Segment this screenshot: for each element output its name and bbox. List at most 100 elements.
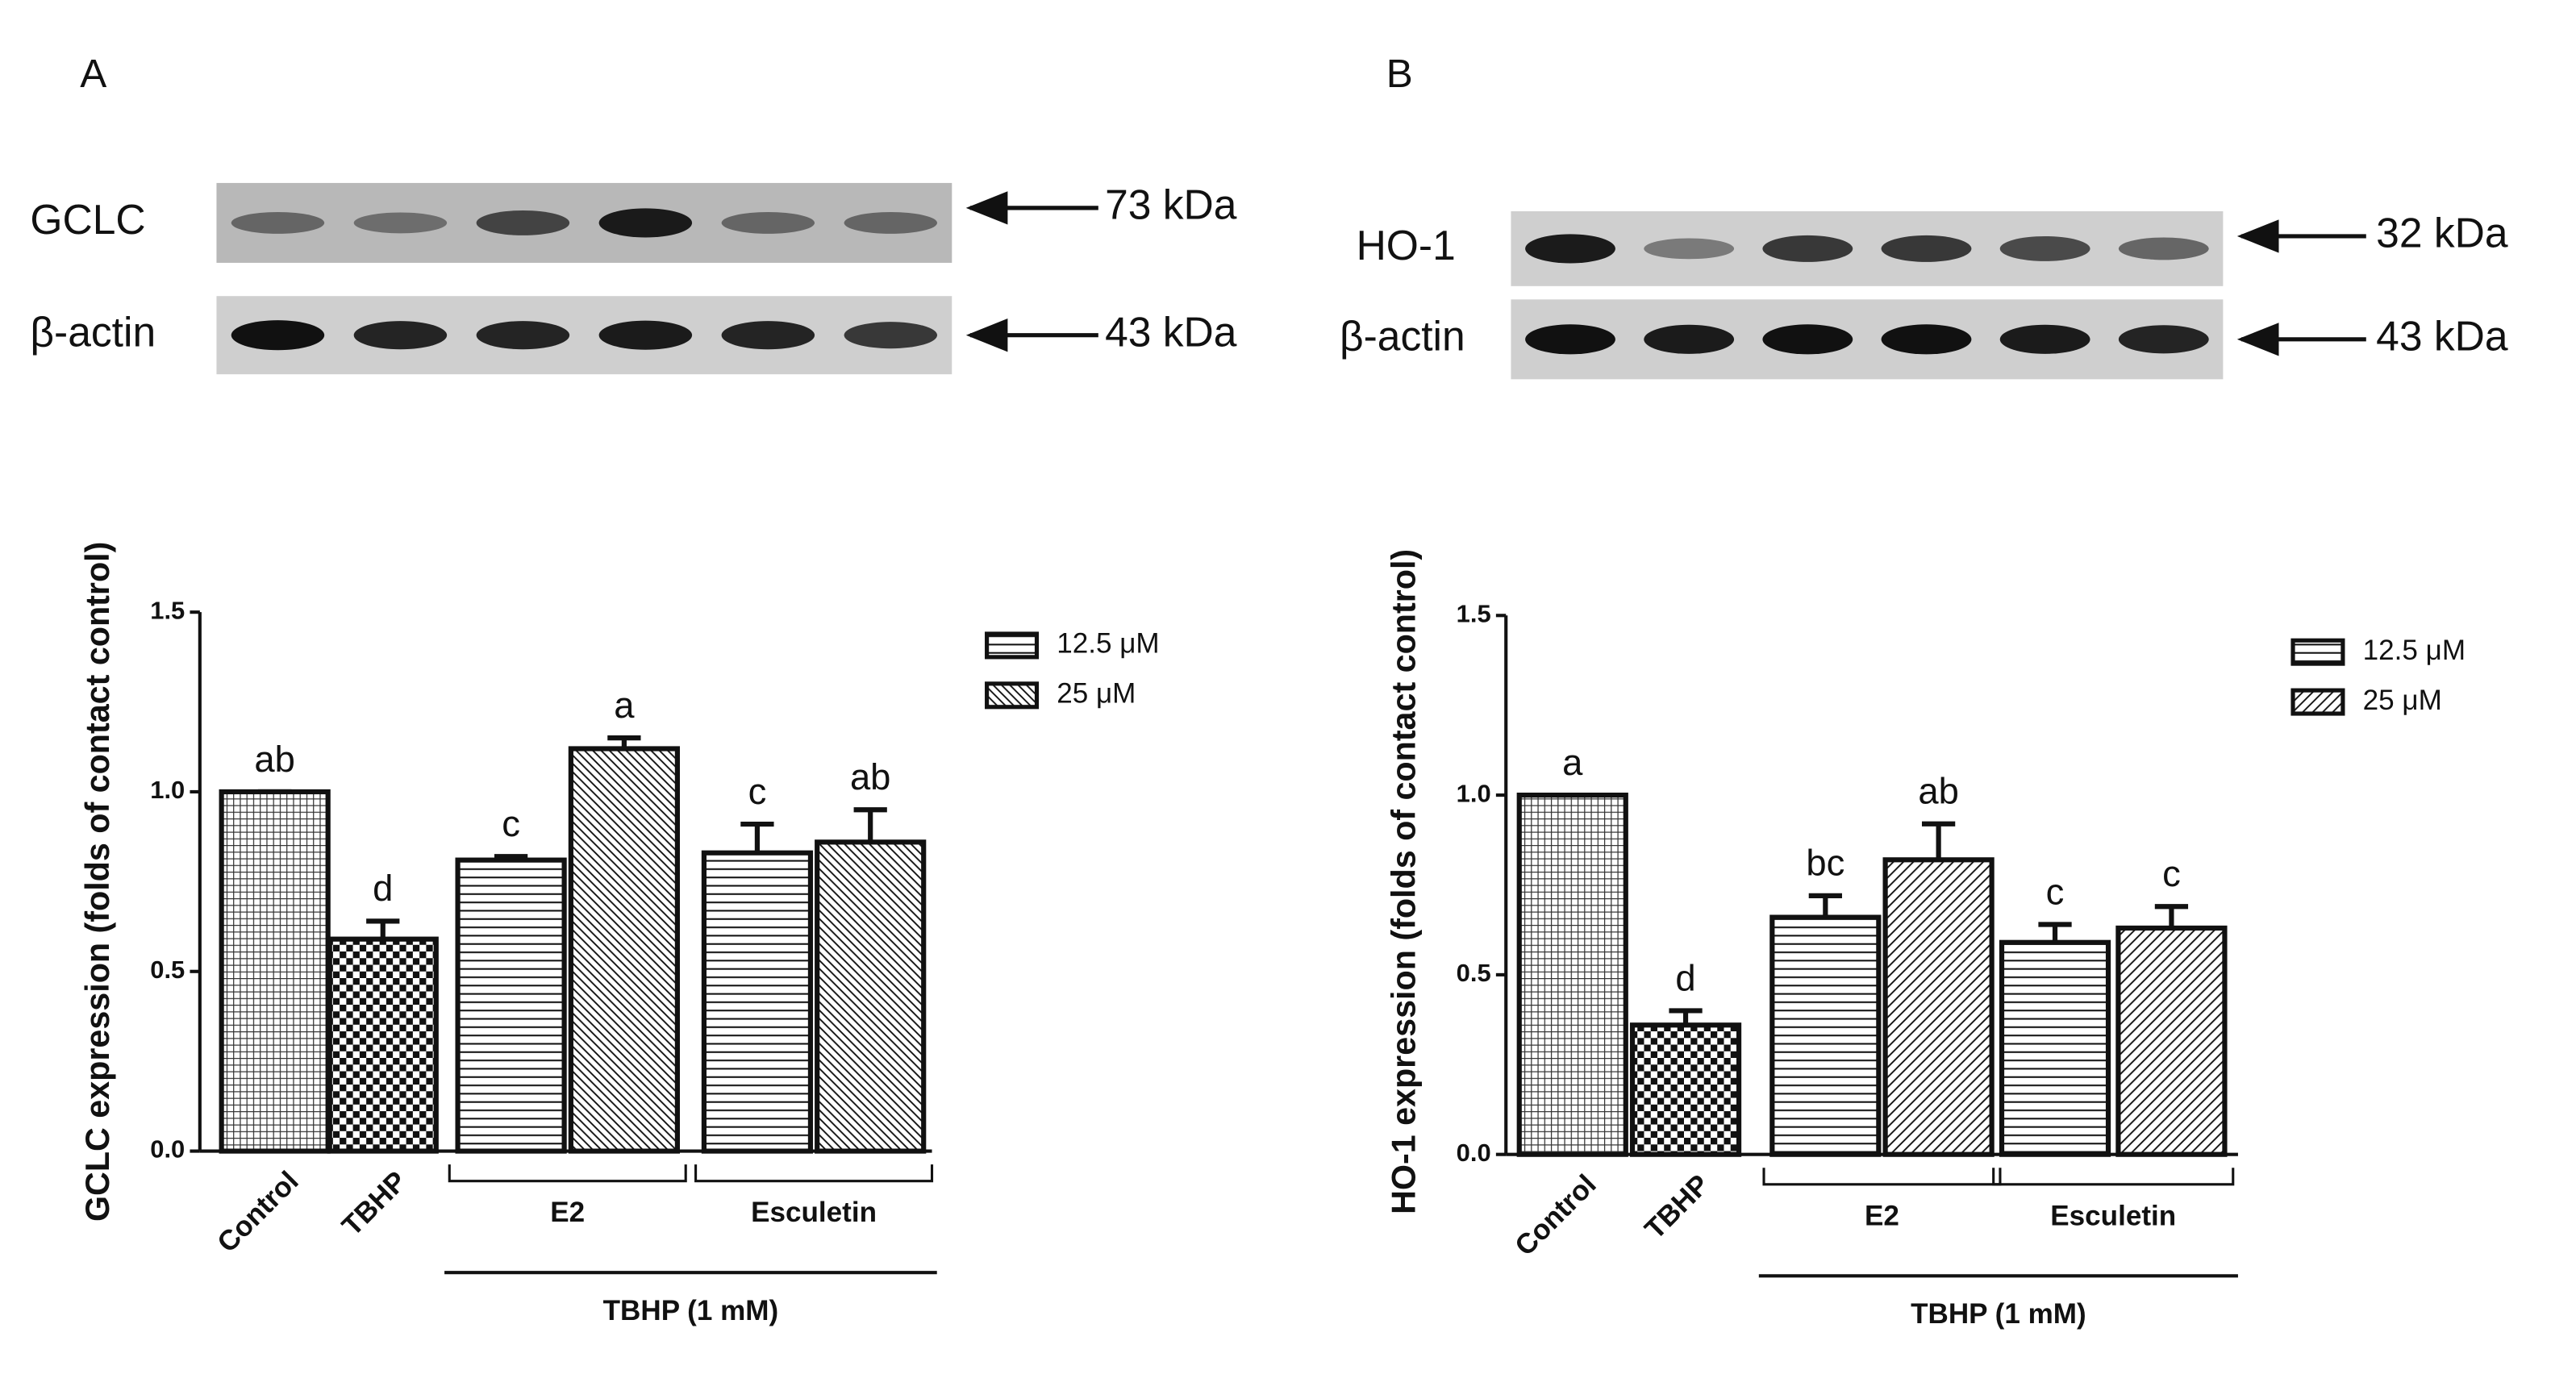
group-bracket	[448, 1164, 687, 1183]
significance-letter: c	[748, 771, 767, 812]
blot-band	[1762, 235, 1853, 262]
blot-label: β-actin	[30, 308, 156, 355]
group-label: E2	[1865, 1200, 1899, 1231]
blot-image	[216, 182, 952, 263]
group-bracket	[1992, 1168, 2235, 1186]
blot-band	[844, 322, 938, 349]
blot-band	[2118, 237, 2209, 260]
blot-band	[721, 212, 815, 234]
y-axis-label: HO-1 expression (folds of contact contro…	[1385, 549, 1422, 1214]
bar	[327, 936, 439, 1154]
blot-image	[216, 296, 952, 375]
blot-size: 43 kDa	[1105, 308, 1237, 355]
blot-band	[721, 321, 815, 350]
group-label: E2	[550, 1197, 585, 1228]
legend-swatch	[2290, 638, 2345, 666]
blot-size: 32 kDa	[2376, 210, 2508, 256]
bar	[219, 789, 331, 1154]
significance-letter: c	[502, 803, 520, 844]
error-bar	[1669, 1008, 1703, 1026]
error-bar	[2038, 922, 2072, 943]
bar	[1629, 1022, 1742, 1157]
y-tick-label: 1.5	[1457, 599, 1491, 627]
significance-letter: c	[2162, 853, 2181, 894]
significance-letter: a	[1562, 742, 1583, 783]
error-bar	[2154, 904, 2189, 928]
panel-label: B	[1386, 52, 1413, 96]
significance-letter: ab	[850, 756, 890, 797]
blot-label: β-actin	[1340, 312, 1465, 359]
legend-swatch	[985, 631, 1040, 660]
blot-band	[1999, 324, 2090, 354]
bar	[455, 857, 567, 1154]
y-tick-label: 0.0	[1457, 1139, 1491, 1167]
blot-band	[1644, 324, 1735, 354]
x-tick-label: TBHP	[1639, 1168, 1715, 1245]
panel: B HO-1 32 kDa β-actin 43 kDa 0.0 0.5 1.0 1.5 HO-1…	[1340, 52, 2508, 1330]
legend-swatch	[2290, 688, 2345, 716]
legend-label: 25 μM	[2363, 685, 2442, 716]
blot-band	[353, 212, 448, 234]
x-tick-label: Control	[1509, 1168, 1603, 1262]
y-tick-label: 0.5	[150, 956, 185, 984]
legend-swatch	[985, 681, 1040, 710]
blot-band	[231, 212, 325, 234]
bar	[1516, 792, 1628, 1157]
blot-band	[476, 210, 570, 235]
group-bracket	[694, 1164, 934, 1183]
blot-band	[598, 208, 693, 238]
bar	[701, 850, 814, 1154]
blot-band	[1525, 234, 1615, 264]
bar	[1769, 914, 1882, 1157]
y-tick-label: 0.0	[150, 1135, 185, 1164]
blot-band	[1644, 238, 1735, 260]
blot-band	[1999, 235, 2090, 261]
bar	[2115, 925, 2228, 1157]
bar	[1882, 857, 1995, 1157]
blot-band	[231, 320, 325, 351]
blot-size: 43 kDa	[2376, 312, 2508, 359]
y-tick-label: 1.5	[150, 596, 185, 624]
blot-band	[1881, 235, 1972, 262]
significance-letter: c	[2046, 871, 2065, 912]
significance-letter: ab	[254, 739, 294, 780]
blot-image	[1511, 299, 2224, 380]
blot-band	[353, 321, 448, 350]
legend-label: 12.5 μM	[2363, 635, 2466, 666]
blot-band	[1881, 324, 1972, 355]
bar	[1999, 939, 2111, 1157]
error-bar	[607, 735, 641, 749]
significance-letter: ab	[1918, 771, 1958, 812]
error-bar	[853, 807, 887, 843]
group-bracket	[1762, 1168, 2002, 1186]
error-bar	[366, 918, 400, 939]
significance-letter: d	[373, 868, 393, 909]
error-bar	[494, 854, 528, 860]
y-tick-label: 1.0	[150, 776, 185, 804]
error-bar	[740, 821, 774, 853]
group-label: Esculetin	[751, 1197, 877, 1228]
y-tick-label: 0.5	[1457, 959, 1491, 987]
significance-letter: bc	[1806, 843, 1844, 884]
bar	[568, 746, 680, 1154]
x-tick-label: TBHP	[336, 1165, 413, 1242]
blot-label: GCLC	[30, 196, 145, 243]
y-axis-label: GCLC expression (folds of contact contro…	[79, 542, 116, 1222]
supergroup-label: TBHP (1 mM)	[603, 1295, 779, 1326]
blot-band	[476, 321, 570, 350]
legend-label: 12.5 μM	[1057, 628, 1159, 660]
blot-band	[844, 212, 938, 234]
supergroup-label: TBHP (1 mM)	[1911, 1298, 2086, 1330]
significance-letter: d	[1675, 957, 1695, 998]
significance-letter: a	[614, 685, 635, 726]
panel: A GCLC 73 kDa β-actin 43 kDa 0.0 0.5 1.0 1.5 GCLC…	[30, 52, 1236, 1326]
panel-label: A	[80, 52, 106, 96]
error-bar	[1808, 893, 1842, 918]
x-tick-label: Control	[211, 1165, 305, 1259]
error-bar	[1921, 821, 1956, 860]
blot-band	[1762, 324, 1853, 355]
group-label: Esculetin	[2050, 1200, 2176, 1231]
blot-image	[1511, 210, 2224, 286]
blot-size: 73 kDa	[1105, 181, 1237, 227]
